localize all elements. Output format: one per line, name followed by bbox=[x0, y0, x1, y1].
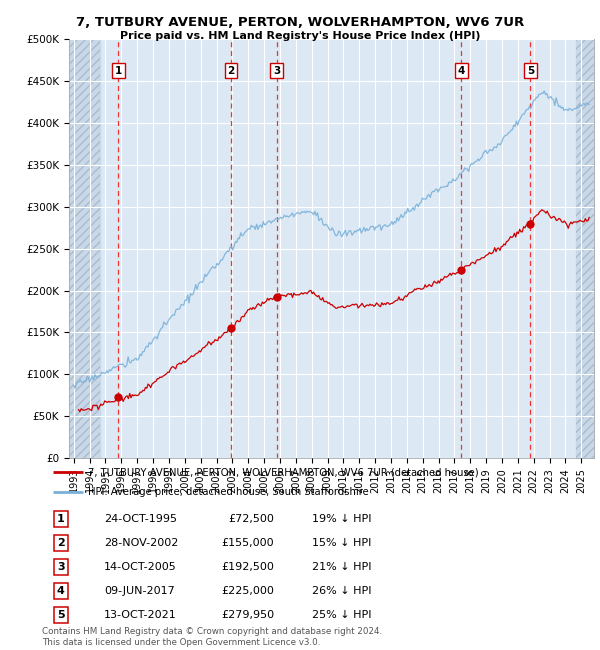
Text: 4: 4 bbox=[57, 586, 65, 596]
Text: 5: 5 bbox=[527, 66, 534, 76]
Text: Contains HM Land Registry data © Crown copyright and database right 2024.
This d: Contains HM Land Registry data © Crown c… bbox=[42, 627, 382, 647]
Text: 13-OCT-2021: 13-OCT-2021 bbox=[104, 610, 177, 620]
Text: £192,500: £192,500 bbox=[221, 562, 274, 572]
Text: 26% ↓ HPI: 26% ↓ HPI bbox=[312, 586, 371, 596]
Text: £225,000: £225,000 bbox=[221, 586, 274, 596]
Text: 3: 3 bbox=[273, 66, 280, 76]
Text: 7, TUTBURY AVENUE, PERTON, WOLVERHAMPTON, WV6 7UR: 7, TUTBURY AVENUE, PERTON, WOLVERHAMPTON… bbox=[76, 16, 524, 29]
Text: HPI: Average price, detached house, South Staffordshire: HPI: Average price, detached house, Sout… bbox=[88, 488, 368, 497]
Text: £72,500: £72,500 bbox=[229, 514, 274, 524]
Text: 4: 4 bbox=[458, 66, 465, 76]
Text: 2: 2 bbox=[57, 538, 65, 548]
Text: 1: 1 bbox=[57, 514, 65, 524]
Text: 09-JUN-2017: 09-JUN-2017 bbox=[104, 586, 175, 596]
Text: 21% ↓ HPI: 21% ↓ HPI bbox=[312, 562, 371, 572]
Text: 28-NOV-2002: 28-NOV-2002 bbox=[104, 538, 178, 548]
Text: £279,950: £279,950 bbox=[221, 610, 274, 620]
Text: 19% ↓ HPI: 19% ↓ HPI bbox=[312, 514, 371, 524]
Text: 15% ↓ HPI: 15% ↓ HPI bbox=[312, 538, 371, 548]
Text: 14-OCT-2005: 14-OCT-2005 bbox=[104, 562, 177, 572]
Text: 1: 1 bbox=[115, 66, 122, 76]
Text: 24-OCT-1995: 24-OCT-1995 bbox=[104, 514, 177, 524]
Text: £155,000: £155,000 bbox=[221, 538, 274, 548]
Text: 2: 2 bbox=[227, 66, 235, 76]
Text: 5: 5 bbox=[57, 610, 65, 620]
Text: 25% ↓ HPI: 25% ↓ HPI bbox=[312, 610, 371, 620]
Text: Price paid vs. HM Land Registry's House Price Index (HPI): Price paid vs. HM Land Registry's House … bbox=[120, 31, 480, 40]
Text: 3: 3 bbox=[57, 562, 65, 572]
Text: 7, TUTBURY AVENUE, PERTON, WOLVERHAMPTON, WV6 7UR (detached house): 7, TUTBURY AVENUE, PERTON, WOLVERHAMPTON… bbox=[88, 467, 479, 477]
